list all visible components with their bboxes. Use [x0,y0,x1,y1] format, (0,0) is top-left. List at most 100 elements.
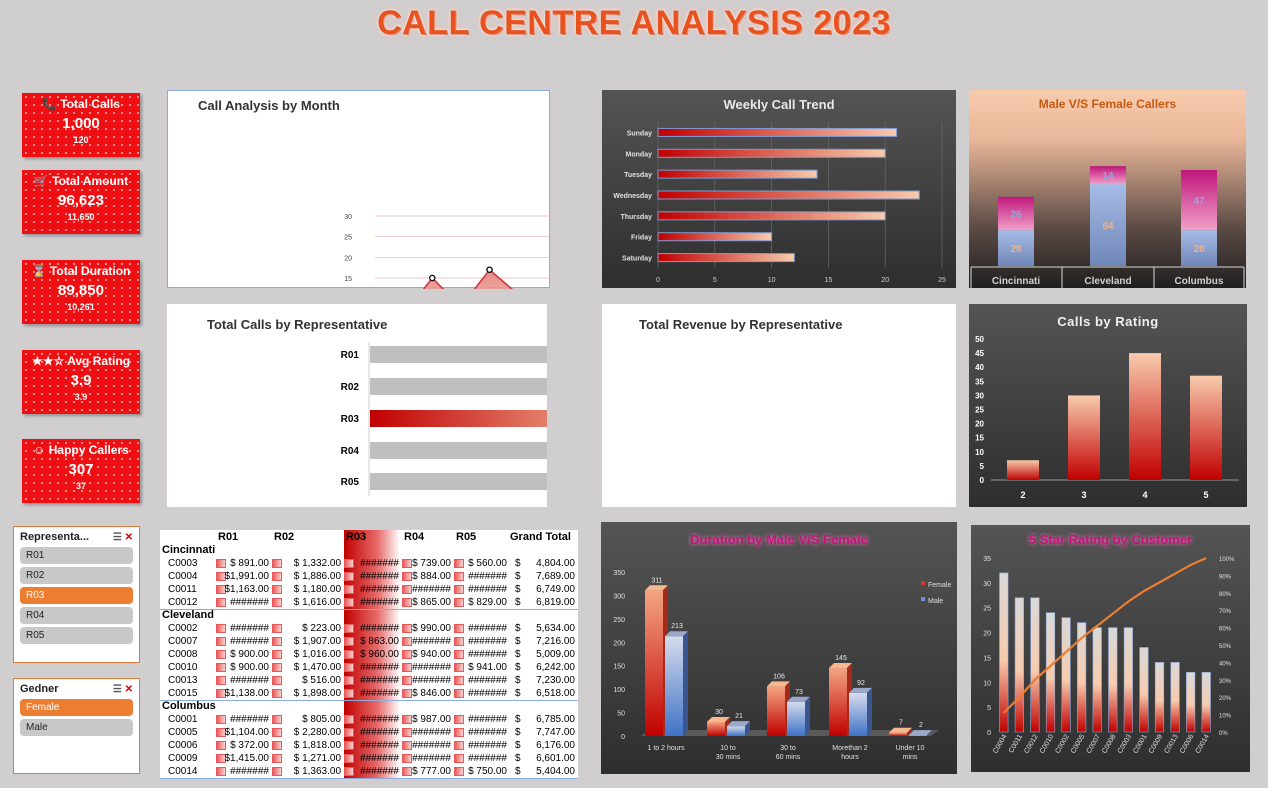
y-tick-label: 15 [344,276,352,283]
multiselect-icon[interactable]: ☰ [112,683,122,695]
y-tick-label: 15 [983,655,991,662]
table-cell: ####### [468,571,507,582]
cell-databar [344,689,354,698]
slicer-item-r03[interactable]: R03 [20,587,133,604]
table-cell: ####### [412,584,451,595]
column-header[interactable]: R01 [218,531,239,543]
bar [1077,622,1087,733]
gender-slicer[interactable]: Gedner ☰ ✕ Female Male [13,678,140,774]
table-cell: $ 990.00 [412,623,451,634]
weekly-chart-card[interactable]: Weekly Call Trend 0 5 10 15 20 25 Sunday Monday… [602,90,956,288]
data-label: 28 [1193,244,1205,255]
calls-rep-chart: R01116R02130R03120R04116R05117 [341,342,547,496]
column-header[interactable]: Grand Total [510,531,571,543]
table-cell: ####### [412,675,451,686]
bar-top-face [767,681,790,687]
group-name[interactable]: Columbus [162,700,216,712]
row-label: C0006 [168,740,198,751]
column-header[interactable]: R03 [346,531,367,543]
cell-databar [216,689,226,698]
multiselect-icon[interactable]: ☰ [112,531,122,543]
kpi-value: 1,000 [62,115,100,132]
slicer-item-r02[interactable]: R02 [20,567,133,584]
representative-slicer[interactable]: Representa... ☰ ✕ R01 R02 R03 R04 R05 [13,526,140,663]
table-cell: $ 1,907.00 [293,636,341,647]
weekly-chart-title: Weekly Call Trend [723,97,835,112]
x-tick-label: 2 [1020,490,1025,500]
slicer-item-r05[interactable]: R05 [20,627,133,644]
pareto-chart-card[interactable]: 5 Star Rating by Customer 0 5 10 15 20 25 30 35… [971,525,1250,772]
row-label: C0002 [168,623,198,634]
row-label: C0007 [168,636,198,647]
group-row: Columbus [160,700,578,713]
cell-databar [454,598,464,607]
table-cell: ####### [360,584,399,595]
x-tick-label: C0008 [1101,733,1117,754]
monthly-chart-card[interactable]: Call Analysis by Month 051015202530JanFe… [167,90,551,289]
x-tick-label: C0005 [1070,733,1086,754]
duration-chart-card[interactable]: Duration by Male V/S Female 0 50 100 150 200… [601,522,957,774]
pivot-table[interactable]: R01 R02 R03 R04 R05 Grand Total Cincinnati C000… [160,530,578,779]
grand-total-cell: 4,804.00 [536,558,575,569]
table-row: C0009 $1,415.00 $ 1,271.00 ####### ####### ##… [160,752,578,765]
cell-databar [454,741,464,750]
calls-rep-card[interactable]: Total Calls by Representative R01116R021… [167,304,547,507]
x-tick-label: mins [903,754,918,761]
table-cell: ####### [468,636,507,647]
cart-icon: 🛒 [33,174,53,188]
column-header[interactable]: R04 [404,531,425,543]
table-cell: ####### [360,766,399,777]
data-label: 213 [671,623,683,630]
cell-databar [402,637,412,646]
clear-filter-icon[interactable]: ✕ [124,531,133,543]
x-tick-label: 5 [1203,490,1208,500]
bar-female [889,732,907,736]
y-tick-label: Monday [626,151,653,158]
phone-icon: 📞 [41,97,61,111]
column-header[interactable]: R02 [274,531,295,543]
bar [657,190,920,200]
x-tick-label: 5 [713,277,717,284]
cell-databar [272,598,282,607]
slicer-item-r01[interactable]: R01 [20,547,133,564]
group-name[interactable]: Cincinnati [162,544,216,556]
data-label: 21 [735,713,743,720]
group-name[interactable]: Cleveland [162,609,214,621]
gender-chart-card[interactable]: Male V/S Female Callers 28 26 Cincinnati 64… [969,90,1246,288]
table-cell: ####### [412,753,451,764]
revenue-rep-card[interactable]: Total Revenue by Representative R01$11.2… [602,304,956,507]
table-cell: $ 940.00 [412,649,451,660]
slicer-item-male[interactable]: Male [20,719,133,736]
cell-databar [454,585,464,594]
table-cell: $ 516.00 [302,675,341,686]
table-row: C0011 $1,163.00 $ 1,180.00 ####### ####### ##… [160,583,578,596]
x-tick-label: 1 to 2 hours [648,745,685,752]
bar-top-face [889,727,912,733]
slicer-item-female[interactable]: Female [20,699,133,716]
revenue-rep-chart: R01$11.2kR02$12.2kR03$11.7kR04$10.2kR05$… [602,304,956,507]
bar-male [727,726,745,736]
row-label: C0003 [168,558,198,569]
cell-databar [216,663,226,672]
y2-tick-label: 30% [1219,679,1232,685]
x-tick-label: Under 10 [896,745,925,752]
cell-databar [216,572,226,581]
y-tick-label: Friday [631,235,652,242]
y-tick-label: 100 [613,687,625,694]
cell-databar [272,676,282,685]
column-header[interactable]: R05 [456,531,477,543]
cell-databar [272,741,282,750]
slicer-item-r04[interactable]: R04 [20,607,133,624]
y-tick-label: R04 [341,446,360,457]
data-point [486,266,493,273]
table-cell: ####### [230,714,269,725]
kpi-label-text: Happy Callers [48,443,129,457]
bar [1014,597,1024,733]
rating-chart-card[interactable]: Calls by Rating 0 5 10 15 20 25 30 35 40 45 50 2 3 4 5 [969,304,1247,507]
duration-chart-title: Duration by Male V/S Female [690,532,868,547]
clear-filter-icon[interactable]: ✕ [124,683,133,695]
bar-side-face [745,721,750,736]
y-tick-label: 5 [987,705,991,712]
row-label: C0009 [168,753,198,764]
